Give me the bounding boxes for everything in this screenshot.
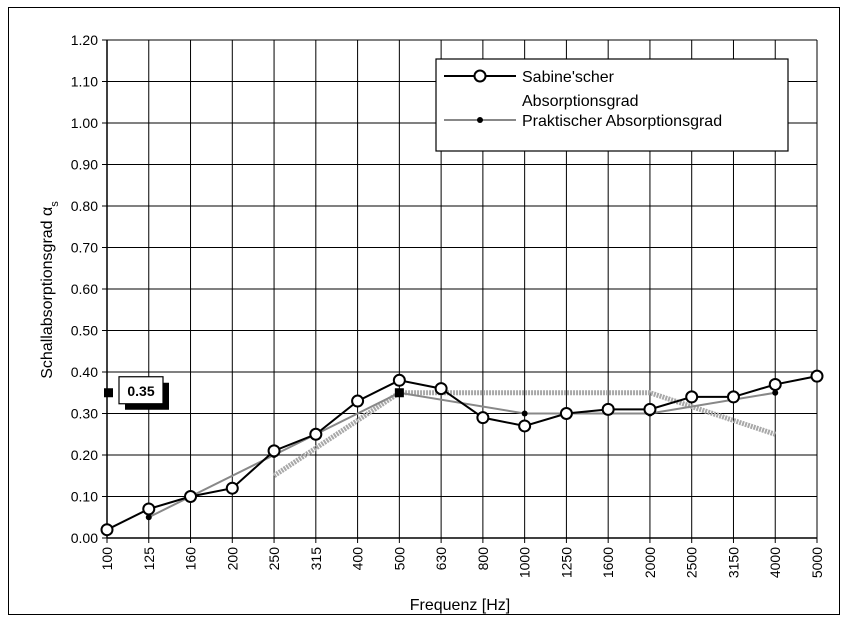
y-tick-label: 0.50 <box>71 323 98 339</box>
x-tick-label: 1600 <box>600 547 616 578</box>
sabine-point <box>643 402 657 416</box>
sabine-point <box>726 390 740 404</box>
sabine-point <box>392 373 406 387</box>
y-tick-label: 0.00 <box>71 530 98 546</box>
sabine-point <box>184 490 198 503</box>
sabine-series-line <box>106 375 818 531</box>
y-tick-label: 1.00 <box>71 115 98 131</box>
legend-label-sabine: Sabine'scher <box>522 69 615 86</box>
x-tick-label: 200 <box>224 547 240 571</box>
highlight-square <box>394 388 404 398</box>
axes <box>102 39 818 543</box>
legend-marker-practical <box>477 117 483 123</box>
practical-point <box>521 410 528 417</box>
sabine-point <box>434 382 448 396</box>
sabine-point <box>559 407 573 420</box>
y-axis-title: Schallabsorptionsgrad αs <box>39 201 61 379</box>
y-tick-label: 1.20 <box>71 32 98 48</box>
y-tick-label: 0.70 <box>71 240 98 256</box>
practical-point <box>772 389 779 396</box>
sabine-point <box>768 377 782 391</box>
sabine-point <box>225 481 239 495</box>
sabine-point <box>518 419 532 433</box>
legend-label-practical: Praktischer Absorptionsgrad <box>522 113 722 130</box>
x-tick-label: 2500 <box>684 547 700 578</box>
legend-label-sabine: Absorptionsgrad <box>522 93 639 110</box>
series-group <box>100 369 824 537</box>
x-axis-title: Frequenz [Hz] <box>410 597 510 614</box>
sabine-point <box>142 502 156 516</box>
practical-point <box>145 514 152 521</box>
x-tick-label: 1000 <box>517 547 533 578</box>
legend-marker-sabine <box>473 69 487 83</box>
sabine-point <box>351 394 365 408</box>
sabine-point <box>601 402 615 416</box>
x-tick-label: 315 <box>308 547 324 571</box>
label-box <box>118 376 164 405</box>
y-tick-label: 0.40 <box>71 364 98 380</box>
y-tick-label: 0.30 <box>71 406 98 422</box>
x-tick-label: 500 <box>391 547 407 571</box>
x-tick-label: 250 <box>266 547 282 571</box>
reference-curve-line <box>272 390 777 478</box>
value-label-box: 0.35 <box>104 376 404 410</box>
x-tick-label: 800 <box>475 547 491 571</box>
x-tick-label: 630 <box>433 547 449 571</box>
y-tick-label: 0.80 <box>71 198 98 214</box>
y-tick-label: 0.60 <box>71 281 98 297</box>
y-tick-label: 1.10 <box>71 74 98 90</box>
y-tick-label: 0.20 <box>71 447 98 463</box>
legend: Sabine'scher Absorptionsgrad Praktischer A… <box>435 58 789 152</box>
axis-highlight-square <box>104 388 113 398</box>
x-tick-label: 1250 <box>558 547 574 578</box>
x-tick-label: 125 <box>141 547 157 571</box>
reference-curve <box>272 390 777 478</box>
x-tick-label: 5000 <box>809 547 825 578</box>
x-tick-label: 3150 <box>725 547 741 578</box>
x-tick-label: 2000 <box>642 547 658 578</box>
legend-box <box>435 58 789 152</box>
sabine-point <box>267 444 281 458</box>
sabine-point <box>810 369 824 383</box>
x-tick-label: 160 <box>183 547 199 571</box>
sabine-point <box>685 390 699 404</box>
x-tick-label: 400 <box>350 547 366 571</box>
value-label-text: 0.35 <box>127 383 154 399</box>
tick-labels: 0.00 0.10 0.20 0.30 0.40 0.50 0.60 0.70 0.80 0.90… <box>71 32 825 578</box>
sabine-point <box>309 427 323 441</box>
y-tick-label: 0.90 <box>71 157 98 173</box>
x-tick-label: 4000 <box>767 547 783 578</box>
sabine-point <box>100 523 114 537</box>
x-tick-label: 100 <box>99 547 115 571</box>
sabine-point <box>476 411 490 425</box>
y-tick-label: 0.10 <box>71 489 98 505</box>
